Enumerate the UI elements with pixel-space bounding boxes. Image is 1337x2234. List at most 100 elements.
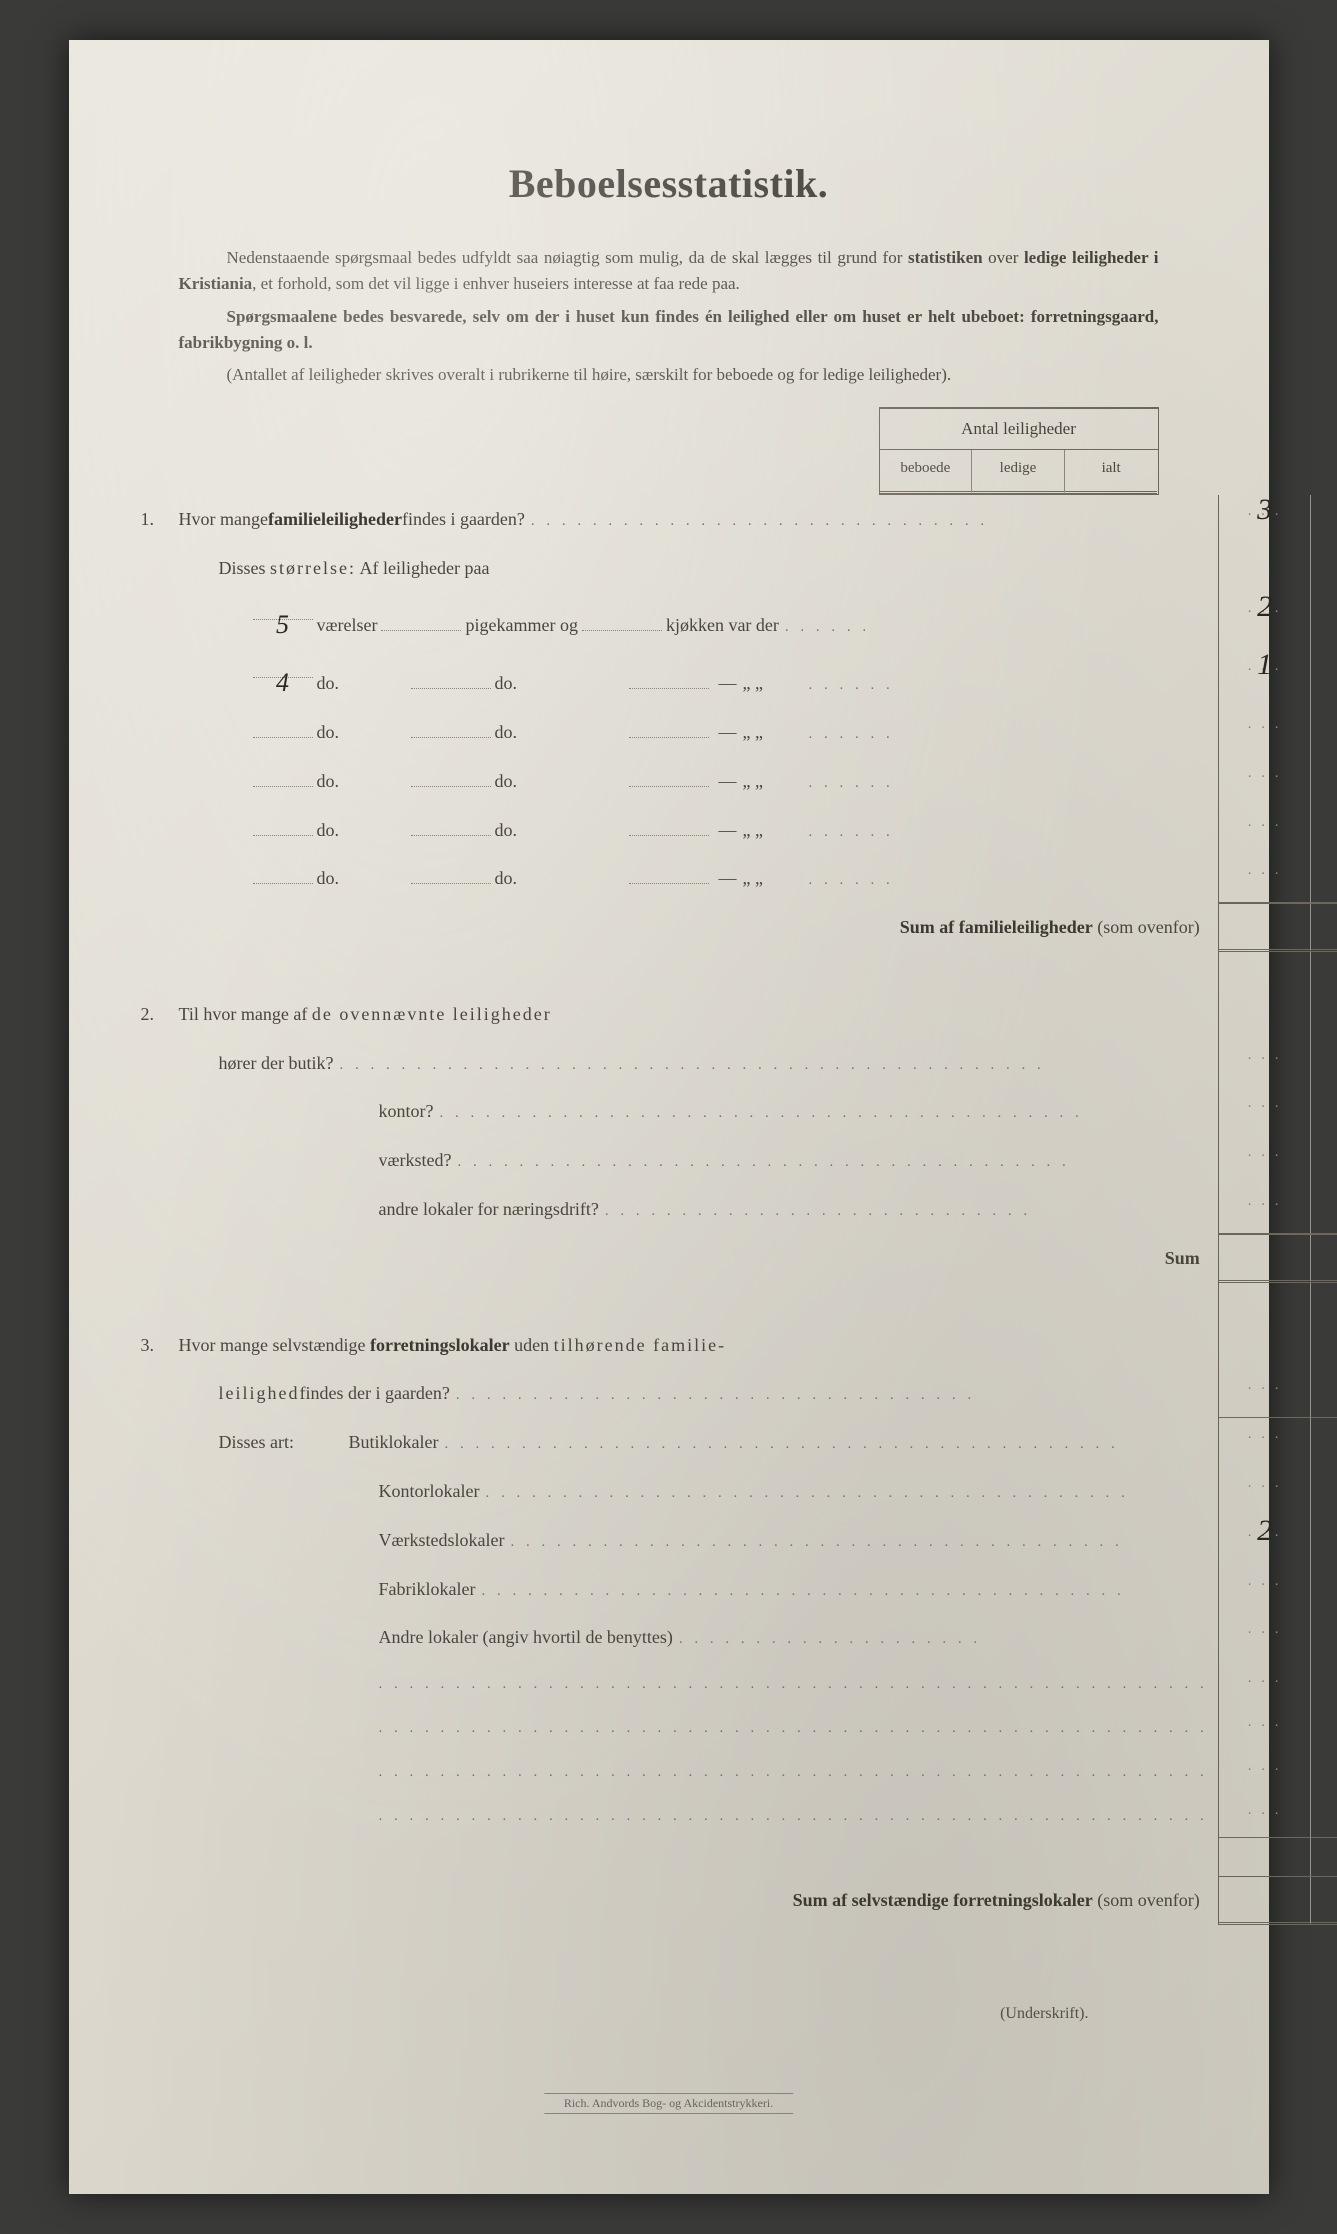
- cell: [1219, 990, 1312, 1039]
- cell: [1311, 1794, 1337, 1838]
- statistics-table: Antal leiligheder beboede ledige ialt 1.…: [179, 407, 1159, 1925]
- spacer-cells: [1218, 990, 1337, 1039]
- handwritten-value: 1: [1219, 648, 1311, 682]
- cell: [1311, 1235, 1337, 1283]
- q3-blank-cells: [1218, 1662, 1337, 1706]
- blank-field: [253, 866, 313, 884]
- col-ledige: ledige: [972, 450, 1065, 494]
- cell: [1219, 1185, 1312, 1234]
- blank-field: [582, 613, 662, 631]
- intro-paragraph-3: (Antallet af leiligheder skrives overalt…: [179, 362, 1159, 388]
- text: pigekammer og: [465, 611, 577, 640]
- q2-vaerksted-cells: [1218, 1136, 1337, 1185]
- text-spaced: størrelse:: [270, 558, 356, 578]
- blank-field: [253, 818, 313, 836]
- q3-text: uden: [510, 1335, 554, 1355]
- cell: [1219, 952, 1312, 990]
- cell: [1219, 1369, 1312, 1418]
- q3-blank-row: . . . . . . . . . . . . . . . . . . . . …: [179, 1750, 1218, 1794]
- cell: [1219, 1565, 1312, 1614]
- intro-text: over: [983, 248, 1024, 267]
- leader-dots: . . . . . . . . . . . . . . . . . . . . …: [599, 1199, 1208, 1223]
- blank-field: [253, 720, 313, 738]
- intro-text: Nedenstaaende spørgsmaal bedes udfyldt s…: [227, 248, 908, 267]
- q1-text: Hvor mange: [179, 505, 268, 534]
- q3-line-fabrik: Fabriklokaler. . . . . . . . . . . . . .…: [179, 1565, 1218, 1614]
- cell: [1219, 1838, 1312, 1876]
- text: andre lokaler for næringsdrift?: [379, 1195, 599, 1224]
- q3-line-andre: Andre lokaler (angiv hvortil de benyttes…: [179, 1613, 1218, 1662]
- text-do: do.: [317, 864, 407, 893]
- cell: [1311, 1321, 1337, 1370]
- q1-sizes-label: Disses størrelse: Af leiligheder paa: [179, 544, 1218, 593]
- blank-field: [629, 720, 709, 738]
- header-columns: beboede ledige ialt: [880, 450, 1158, 494]
- q3-text: findes der i gaarden?: [299, 1379, 449, 1408]
- leader-dots: . . . . . .: [803, 820, 1208, 844]
- cell: [1311, 1565, 1337, 1614]
- leader-dots: . . . . . . . . . . . . . . . . . . . . …: [525, 509, 1208, 533]
- q2-number: 2.: [141, 1000, 155, 1029]
- q3-blank-row: . . . . . . . . . . . . . . . . . . . . …: [179, 1794, 1218, 1838]
- leader-dots: . . . . . .: [803, 868, 1208, 892]
- q1-row4-cells: [1218, 757, 1337, 806]
- q1-size-row-6: do. do. — „ „ . . . . . .: [179, 854, 1218, 903]
- handwritten-value: 4: [276, 668, 289, 697]
- q1-row1-cells: 2 ∽: [1218, 592, 1337, 650]
- cell: [1311, 1838, 1337, 1876]
- sum-text-light: (som ovenfor): [1093, 1890, 1200, 1910]
- cell: [1311, 1662, 1337, 1706]
- leader-dots: . . . . . . . . . . . . . . . . . . . . …: [479, 1481, 1207, 1505]
- q3-line-vaerksted: Værkstedslokaler. . . . . . . . . . . . …: [179, 1516, 1218, 1565]
- cell: [1219, 1794, 1312, 1838]
- q2-sum-label: Sum: [179, 1234, 1218, 1283]
- q1-bold: familieleiligheder: [268, 505, 402, 534]
- cell: [1219, 1418, 1312, 1467]
- cell: [1311, 1750, 1337, 1794]
- cell: [1219, 1039, 1312, 1088]
- printer-credit: Rich. Andvords Bog- og Akcidentstrykkeri…: [544, 2093, 793, 2114]
- cell: [1219, 1087, 1312, 1136]
- q3-kontor-cells: [1218, 1467, 1337, 1516]
- text-ditto: „ „: [743, 669, 803, 698]
- blank-field: [411, 818, 491, 836]
- cell: [1311, 952, 1337, 990]
- cell: [1311, 757, 1337, 806]
- text: Værkstedslokaler: [379, 1526, 505, 1555]
- blank-field: [629, 866, 709, 884]
- q3-text-spaced: tilhørende familie-: [554, 1335, 726, 1355]
- cell: [1219, 1283, 1312, 1321]
- table-body: 1. Hvor mange familieleiligheder findes …: [179, 495, 1159, 1925]
- intro-paragraph-1: Nedenstaaende spørgsmaal bedes udfyldt s…: [179, 245, 1159, 298]
- q1-number: 1.: [141, 505, 155, 534]
- handwritten-value: 5: [276, 610, 289, 639]
- text: kontor?: [379, 1097, 434, 1126]
- q3-blank-cells: [1218, 1750, 1337, 1794]
- cell-beboede: 1: [1219, 650, 1312, 708]
- cell-ledige: [1311, 495, 1337, 544]
- leader-dots: . . . . . . . . . . . . . . . . . . . . …: [379, 1672, 1208, 1696]
- page-title: Beboelsesstatistik.: [179, 160, 1159, 207]
- cell: [1311, 1877, 1337, 1925]
- cell: [1219, 1750, 1312, 1794]
- text-ditto: „ „: [743, 718, 803, 747]
- cell: [1219, 708, 1312, 757]
- q1-label: 1. Hvor mange familieleiligheder findes …: [179, 495, 1218, 544]
- q1-row5-cells: [1218, 806, 1337, 855]
- q2-line-kontor: kontor?. . . . . . . . . . . . . . . . .…: [179, 1087, 1218, 1136]
- cell: [1311, 708, 1337, 757]
- leader-dots: . . . . . . . . . . . . . . . . . . . . …: [504, 1530, 1207, 1554]
- q1-sum-cells: [1218, 903, 1337, 952]
- q1-size-row-1: 5 værelser pigekammer og kjøkken var der…: [179, 592, 1218, 650]
- blank-field: [411, 866, 491, 884]
- q3-butik-cells: [1218, 1418, 1337, 1467]
- leader-dots: . . . . . .: [803, 771, 1208, 795]
- cell: [1311, 1369, 1337, 1418]
- q3-sum-label: Sum af selvstændige forretningslokaler (…: [179, 1876, 1218, 1925]
- q2-text-spaced: de ovennævnte leiligheder: [312, 1004, 552, 1024]
- leader-dots: . . . . . . . . . . . . . . . . . . . .: [673, 1627, 1208, 1651]
- intro-bold: statistiken: [908, 248, 983, 267]
- blank-field: [629, 769, 709, 787]
- q3-sum-cells: [1218, 1876, 1337, 1925]
- cell-ledige: [1311, 650, 1337, 708]
